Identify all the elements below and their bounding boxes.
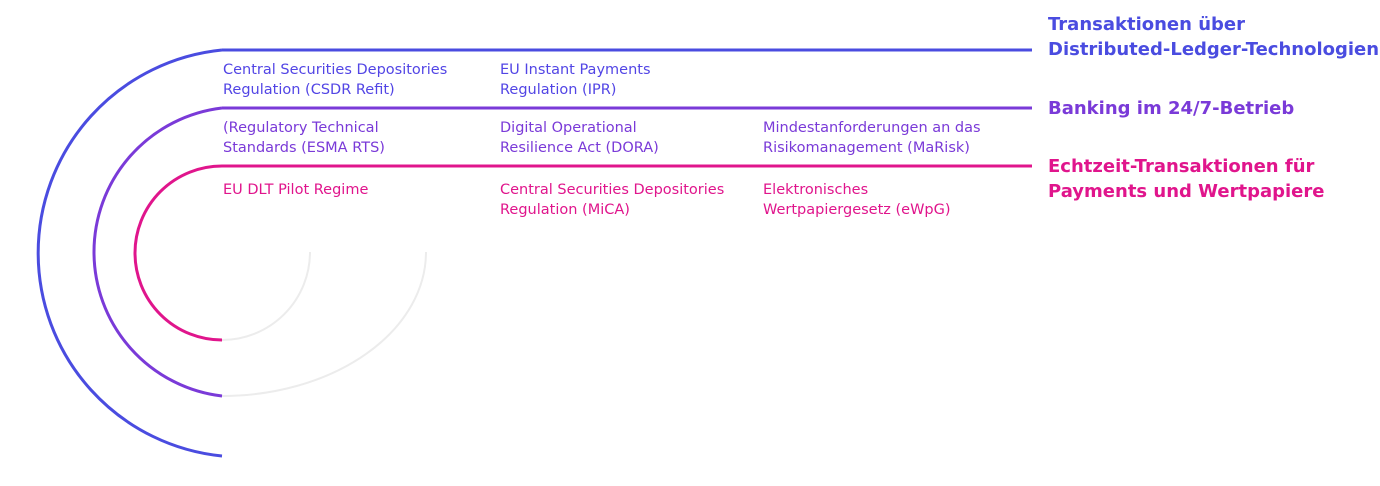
arc-inner <box>133 164 223 342</box>
regulation-label: Central Securities Depositories Regulati… <box>500 182 725 218</box>
regulation-label: EU DLT Pilot Regime <box>223 182 369 198</box>
arc-middle <box>92 106 223 398</box>
regulation-label: (Regulatory Technical Standards (ESMA RT… <box>223 120 385 156</box>
grey-arc-middle <box>221 251 427 397</box>
tier-title-1: Transaktionen über Distributed-Ledger-Te… <box>1048 14 1380 60</box>
regulation-label: EU Instant Payments Regulation (IPR) <box>500 62 651 98</box>
regulation-label: Elektronisches Wertpapiergesetz (eWpG) <box>763 182 951 218</box>
tier-title-2: Banking im 24/7-Betrieb <box>1048 98 1295 119</box>
regulation-label: Mindestanforderungen an das Risikomanage… <box>763 120 981 156</box>
regulation-label: Central Securities Depositories Regulati… <box>223 62 448 98</box>
tier-title-3: Echtzeit-Transaktionen für Payments und … <box>1048 156 1325 202</box>
arc-outer <box>36 48 223 458</box>
grey-arc-inner <box>221 251 311 341</box>
regulation-label: Digital Operational Resilience Act (DORA… <box>500 120 659 156</box>
